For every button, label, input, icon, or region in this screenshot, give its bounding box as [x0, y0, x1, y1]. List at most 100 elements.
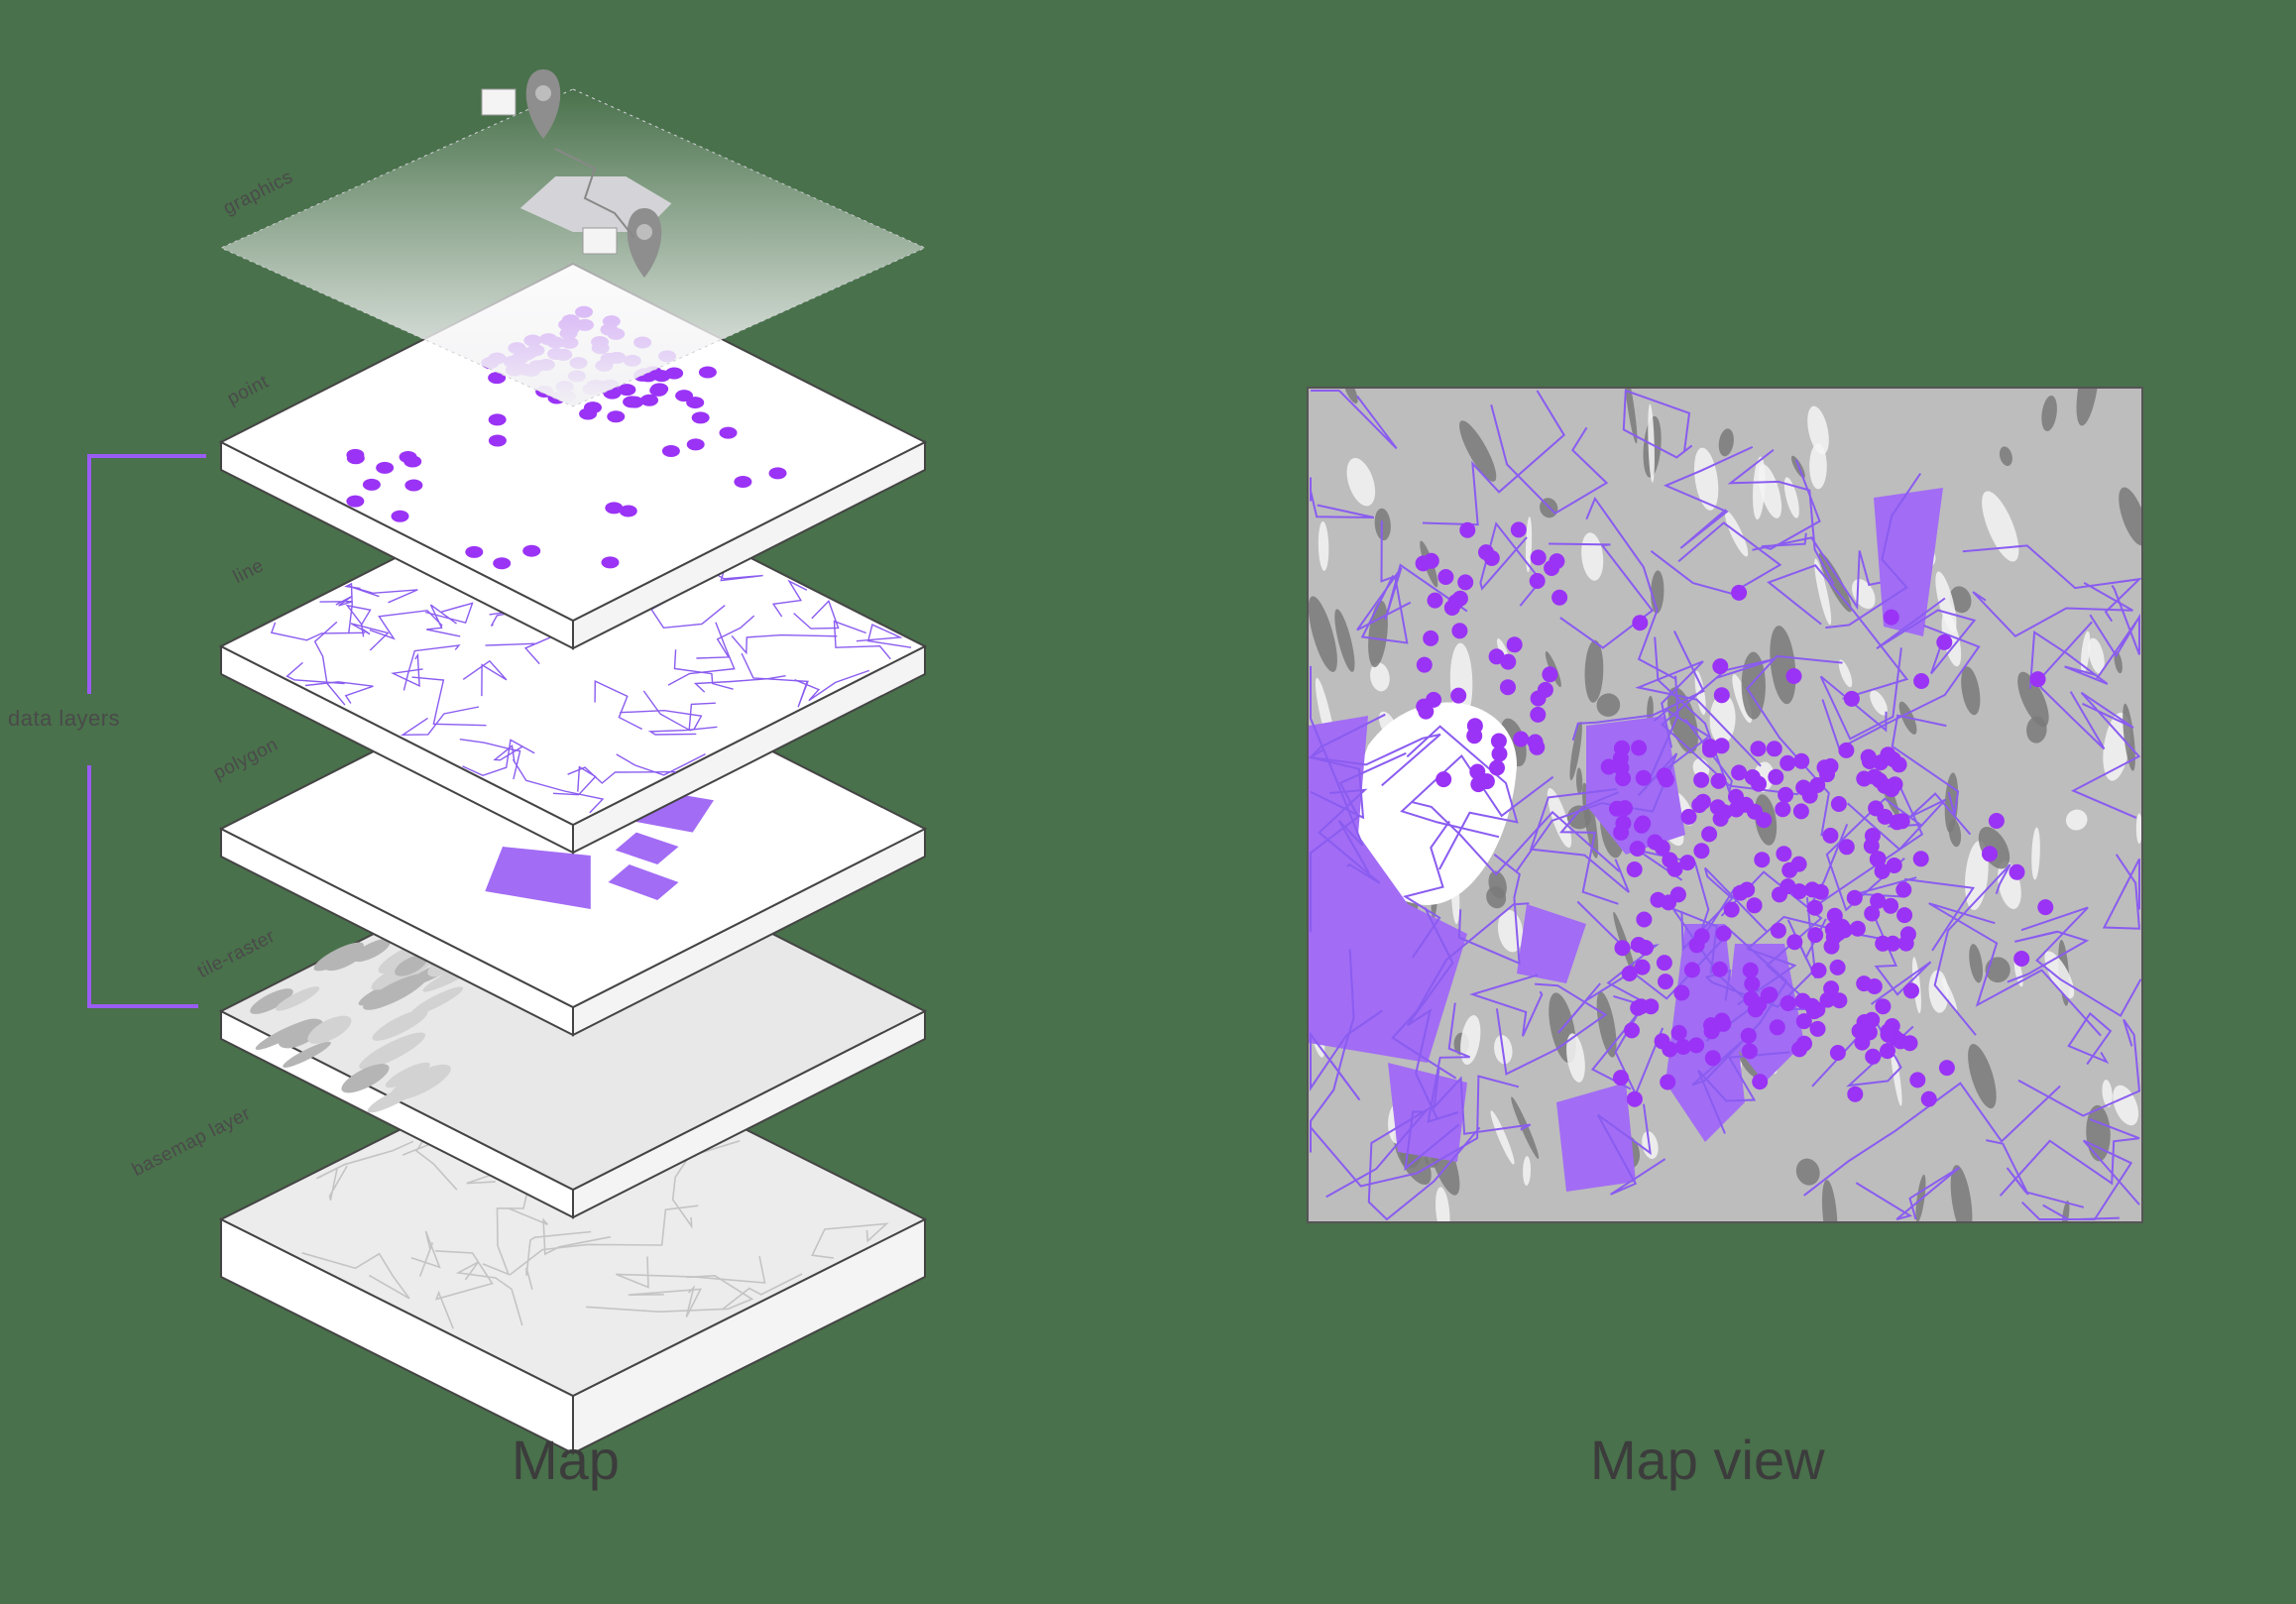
map-view-point: [1790, 856, 1807, 872]
map-view-point: [1423, 630, 1439, 646]
line-feature: [424, 602, 474, 625]
map-view-point: [1491, 745, 1508, 762]
map-view-point: [1838, 839, 1855, 856]
map-view-road: [1367, 1104, 1481, 1221]
map-view-point: [1693, 771, 1710, 788]
map-view-point: [1936, 633, 1953, 650]
map-view-point: [1530, 706, 1547, 723]
point-feature: [686, 397, 705, 409]
map-view-point: [1816, 759, 1833, 776]
map-view-polygon: [1586, 716, 1685, 855]
map-view-road: [2102, 854, 2141, 930]
line-feature: [771, 579, 808, 618]
map-view-point: [1826, 907, 1843, 924]
point-feature: [626, 396, 644, 408]
map-view-road: [1819, 647, 1902, 741]
hillshade-ridge: [1693, 447, 1719, 511]
map-view-point: [1660, 1074, 1676, 1090]
point-feature: [768, 467, 787, 480]
line-feature: [270, 622, 366, 641]
relief-shade: [276, 986, 320, 1011]
hillshade-ridge: [1809, 443, 1827, 490]
basemap-road: [722, 1273, 803, 1311]
map-pin-dot: [535, 85, 551, 101]
line-feature: [400, 706, 480, 737]
point-feature: [391, 510, 409, 522]
relief-shade: [283, 1041, 331, 1068]
map-view-point: [1715, 925, 1732, 942]
point-feature: [488, 434, 507, 447]
map-view-point: [1510, 521, 1527, 538]
map-view-road: [1999, 1117, 2140, 1197]
map-view-point: [1792, 803, 1809, 820]
point-feature: [698, 366, 717, 379]
map-view-road: [1402, 820, 1450, 959]
map-view-point: [1768, 768, 1784, 785]
map-view-caption: Map view: [1590, 1429, 1825, 1491]
hillshade-ridge: [2044, 951, 2075, 999]
hillshade-ridge: [1584, 639, 1604, 703]
map-view-point: [1658, 771, 1674, 788]
hillshade-ridge: [1581, 532, 1604, 581]
map-view-point: [1829, 959, 1846, 975]
hillshade-ridge: [1460, 1015, 1481, 1066]
map-view-point: [1754, 852, 1771, 868]
point-feature: [346, 495, 365, 508]
map-view-road: [1457, 854, 1521, 966]
map-view-point: [1630, 999, 1647, 1016]
hillshade-ridge: [1718, 428, 1734, 457]
map-view-road: [1490, 403, 1609, 516]
map-caption: Map: [512, 1429, 620, 1491]
basemap-road: [435, 1250, 494, 1329]
map-view-point: [1426, 691, 1442, 708]
map-view-point: [1731, 764, 1748, 781]
point-feature: [522, 544, 541, 557]
map-view-road: [1654, 636, 1733, 795]
map-view-point: [1466, 728, 1483, 745]
map-view-road: [1433, 1067, 1532, 1135]
map-view-point: [1636, 911, 1653, 928]
map-view-point: [1838, 742, 1855, 758]
map-view-road: [1803, 1082, 2061, 1197]
map-view-point: [1863, 838, 1880, 855]
map-view-polygon: [1874, 488, 1943, 636]
map-view-point: [1776, 846, 1792, 862]
line-feature: [286, 661, 345, 685]
hillshade-ridge: [2065, 809, 2088, 831]
map-view-point: [1530, 690, 1547, 707]
layer-graphics: [219, 69, 927, 407]
map-view-road: [1786, 897, 1827, 979]
map-view-point: [2037, 899, 2054, 916]
map-view-point: [1909, 1072, 1926, 1088]
map-view-road: [1647, 675, 1711, 784]
basemap-road: [509, 1204, 699, 1276]
hillshade-ridge: [2135, 813, 2142, 845]
map-view-point: [2029, 671, 2046, 688]
map-view-road: [1972, 582, 2133, 638]
hillshade-ridge: [1525, 516, 1533, 573]
map-view-point: [1760, 987, 1777, 1003]
relief-shade: [313, 942, 364, 972]
map-view-point: [1793, 752, 1810, 769]
map-view-point: [1451, 623, 1468, 639]
point-feature: [649, 384, 668, 397]
map-view-road: [1310, 1009, 1383, 1101]
hillshade-ridge: [1982, 491, 2019, 562]
map-view-point: [1920, 1090, 1937, 1107]
map-view-point: [1634, 817, 1650, 834]
hillshade-ridge: [1795, 1158, 1820, 1186]
map-view-road: [1876, 597, 1977, 675]
map-view-point: [1457, 574, 1474, 591]
relief-shade: [395, 955, 427, 976]
map-view-road: [1558, 791, 1620, 905]
map-view-point: [1613, 1070, 1629, 1087]
map-view-canvas: [1304, 351, 2147, 1249]
hillshade-ridge: [1961, 666, 1981, 716]
map-view-road: [2020, 1139, 2140, 1220]
layer-top-face: [218, 1041, 928, 1398]
hillshade-ridge: [1596, 693, 1621, 717]
map-view-point: [1715, 1015, 1732, 1032]
map-view-road: [1549, 542, 1655, 649]
map-view-content: [1304, 351, 2147, 1249]
map-view-point: [1772, 886, 1787, 903]
